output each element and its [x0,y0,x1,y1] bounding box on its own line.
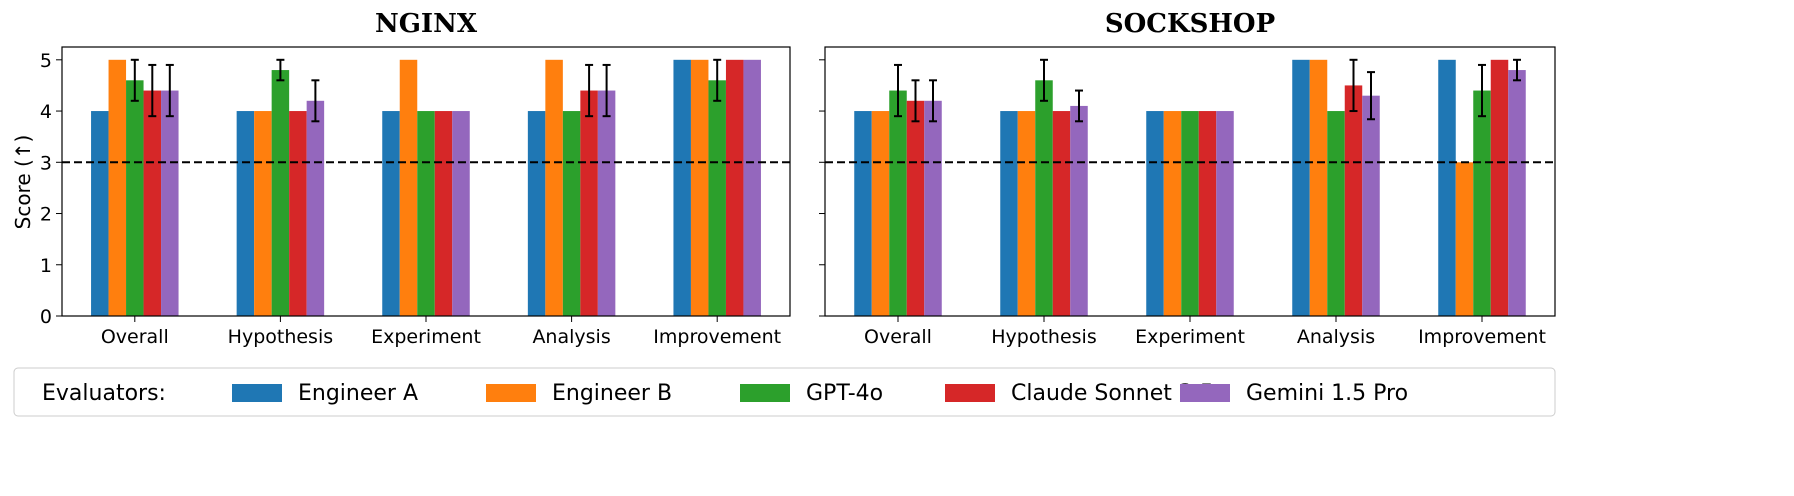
legend-swatch [740,384,790,402]
bar-engineer-b [108,59,127,317]
x-tick-label: Overall [101,326,169,348]
y-tick-label: 0 [40,306,52,328]
bar-engineer-b [1163,111,1182,316]
bar-claude-sonnet-3-5 [725,59,744,317]
bar-engineer-a [527,111,546,316]
y-tick-label: 1 [40,255,52,277]
bar-gpt-4o [1327,111,1345,316]
bar-engineer-a [1292,59,1310,317]
bar-gpt-4o [708,80,726,316]
bar-gpt-4o [562,111,581,316]
x-tick-label: Experiment [1135,326,1245,348]
panel-sockshop: Overall Hypothesis Experiment Analysis Impro… [819,46,1556,348]
bar-engineer-a [1438,59,1456,317]
bar-engineer-a [673,59,691,317]
legend-label: Engineer A [298,381,418,406]
y-tick-label: 2 [40,204,52,226]
legend-swatch [1180,384,1230,402]
bar-engineer-a [1000,111,1018,316]
panel-nginx: 0 1 2 3 4 5 Overall Hypothesis Experiment Analysi… [40,46,791,348]
bar-gemini-1-5-pro [1216,111,1234,316]
bar-claude-sonnet-3-5 [906,100,925,316]
bar-gemini-1-5-pro [1362,95,1380,316]
x-tick-label: Analysis [1297,326,1375,348]
bar-gpt-4o [271,70,290,316]
x-tick-label: Analysis [532,326,610,348]
bar-engineer-a [91,111,109,316]
bar-engineer-a [382,111,400,316]
bar-claude-sonnet-3-5 [1198,111,1217,316]
title-sockshop: SOCKSHOP [1105,9,1275,39]
bar-engineer-b [254,111,272,316]
x-tick-label: Overall [864,326,932,348]
bar-gpt-4o [417,111,435,316]
y-tick-label: 5 [40,50,52,72]
bar-gemini-1-5-pro [452,111,470,316]
bar-gpt-4o [1181,111,1199,316]
bar-gemini-1-5-pro [161,90,179,316]
legend-swatch [232,384,282,402]
bar-claude-sonnet-3-5 [1490,59,1509,317]
legend-swatch [945,384,995,402]
x-tick-label: Hypothesis [991,326,1096,348]
bar-gemini-1-5-pro [1508,70,1526,316]
x-tick-label: Hypothesis [228,326,333,348]
x-tick-label: Improvement [653,326,781,348]
legend-label: Gemini 1.5 Pro [1246,381,1408,406]
bar-gemini-1-5-pro [1070,105,1088,316]
bar-engineer-b [1455,162,1474,316]
bar-gpt-4o [126,80,144,316]
bar-gpt-4o [1035,80,1053,316]
bar-claude-sonnet-3-5 [289,111,307,316]
x-tick-label: Improvement [1418,326,1546,348]
bar-engineer-b [871,111,890,316]
y-tick-label: 3 [40,152,52,174]
bar-gemini-1-5-pro [306,100,325,316]
bar-gemini-1-5-pro [743,59,761,317]
legend: Evaluators: Engineer A Engineer B GPT-4o Cl… [13,367,1556,417]
legend-title: Evaluators: [42,381,166,406]
bar-claude-sonnet-3-5 [1052,111,1071,316]
bar-engineer-b [1309,59,1328,317]
bar-engineer-a [236,111,255,316]
bar-gpt-4o [889,90,907,316]
legend-swatch [486,384,536,402]
bar-engineer-b [545,59,563,317]
title-nginx: NGINX [375,9,478,39]
bar-claude-sonnet-3-5 [1344,85,1363,316]
bar-engineer-b [690,59,709,317]
bar-engineer-b [399,59,418,317]
bar-engineer-a [1146,111,1164,316]
bar-claude-sonnet-3-5 [434,111,453,316]
legend-label: Engineer B [552,381,672,406]
legend-label: GPT-4o [806,381,883,406]
bar-claude-sonnet-3-5 [580,90,598,316]
bar-claude-sonnet-3-5 [143,90,162,316]
bar-gemini-1-5-pro [597,90,616,316]
bar-engineer-a [854,111,872,316]
bar-engineer-b [1017,111,1036,316]
bar-gpt-4o [1473,90,1491,316]
y-tick-label: 4 [40,101,52,123]
x-tick-label: Experiment [371,326,481,348]
bar-gemini-1-5-pro [924,100,942,316]
y-axis-label: Score (↑) [11,135,35,230]
